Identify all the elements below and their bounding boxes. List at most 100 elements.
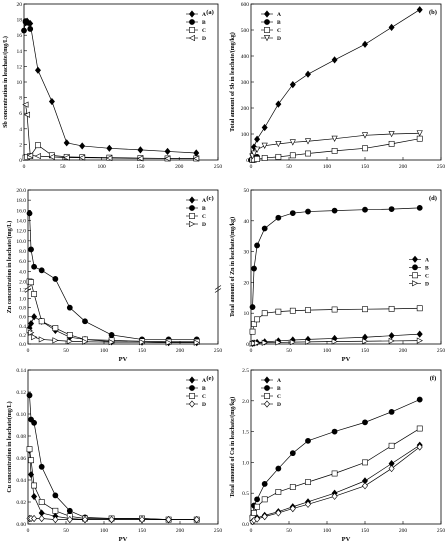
data-point-B [26,392,33,399]
y-tick-label: 10 [244,311,250,317]
y-tick-label: 6.0 [19,259,26,265]
y-tick-label: 4 [19,127,22,133]
y-tick-label: 600 [241,2,250,8]
y-tick-label: 0.6 [19,315,26,321]
legend-label: C [202,214,206,220]
data-point-B [82,318,88,325]
data-point-C [416,135,423,142]
data-point-D [416,337,423,344]
y-tick-label: 400 [241,54,250,60]
legend-label: B [277,386,281,392]
data-point-D [139,516,145,524]
data-point-C [289,152,296,159]
x-tick-label: 200 [399,348,408,354]
series-line [25,20,197,154]
data-point-A [79,142,86,150]
legend-marker-A [189,196,195,204]
data-point-B [305,437,311,444]
y-tick-label: 8.0 [19,249,26,255]
y-tick-label: 12 [17,64,23,70]
data-point-D [34,153,41,160]
data-point-D [416,443,423,451]
plot-frame [23,3,219,161]
data-point-A [31,492,38,501]
series-D [249,443,423,526]
data-point-D [28,329,35,336]
series-C [249,305,423,335]
data-point-A [106,144,113,152]
y-tick-label: 0.0 [19,342,26,348]
y-tick-label: 12.0 [16,229,26,235]
data-point-D [388,131,395,138]
legend-label: B [277,20,281,26]
legend-label: D [202,36,206,42]
data-point-A [416,330,423,338]
data-point-B [108,332,115,338]
x-tick-label: 50 [286,528,292,534]
data-point-A [31,313,38,321]
x-tick-label: 100 [323,348,332,354]
y-tick-label: 16 [17,33,23,39]
y-tick-label: 2.0 [242,399,249,405]
data-point-D [331,492,338,500]
data-point-C [261,496,268,503]
x-tick-label: 250 [437,528,446,534]
data-point-D [193,339,200,346]
data-point-D [26,152,34,159]
series-A [22,17,200,157]
data-point-C [261,310,268,317]
legend-marker-B [264,19,270,25]
data-point-D [63,154,70,161]
panel-label: (f) [430,375,437,382]
data-point-A [193,149,200,157]
data-point-B [331,207,338,214]
legend-label: A [202,378,206,384]
data-point-C [251,321,257,327]
data-point-C [331,470,338,477]
data-point-B [416,204,423,211]
data-point-D [31,514,38,523]
data-point-D [52,337,59,344]
data-point-D [139,339,146,346]
data-point-D [289,339,297,346]
axis-break-mark [24,288,32,293]
chart-panel-e: 0.00 0.02 0.04 0.06 0.08 0.10 0.12 0.14 0 50 100 15… [6,368,222,543]
legend-marker-D [189,400,195,408]
data-point-C [52,325,59,331]
y-tick-label: 20.0 [16,188,26,194]
legend-label: C [425,273,429,279]
x-tick-label: 0 [250,348,253,354]
data-point-B [289,210,296,216]
x-tick-label: 200 [399,164,408,170]
data-point-D [82,516,88,524]
legend-marker-B [264,385,270,391]
data-point-C [289,484,296,490]
data-point-C [28,279,34,286]
legend-label: B [202,386,206,392]
data-point-C [305,150,311,157]
y-tick-label: 4.0 [19,269,26,275]
data-point-D [388,337,395,345]
x-tick-label: 100 [97,164,106,170]
y-tick-label: 14 [17,49,23,55]
x-tick-label: 0 [27,528,30,534]
legend-marker-B [412,264,418,271]
legend-label: A [202,12,206,18]
legend-label: D [277,36,281,42]
y-tick-label: 6 [19,111,22,117]
y-tick-label: 2 [19,142,22,148]
data-point-B [388,408,395,415]
legend-marker-A [189,10,195,18]
legend-label: D [277,402,281,408]
legend-label: C [202,394,206,400]
x-axis-label: PV [342,536,351,543]
y-tick-label: 1.0 [242,460,249,466]
plot-frame [27,189,219,345]
x-tick-label: 50 [63,348,69,354]
y-tick-label: 2.5 [242,368,249,374]
legend-marker-A [189,376,195,384]
data-point-D [275,509,282,517]
y-tick-label: 0.08 [16,434,26,440]
legend-marker-C [189,27,195,33]
